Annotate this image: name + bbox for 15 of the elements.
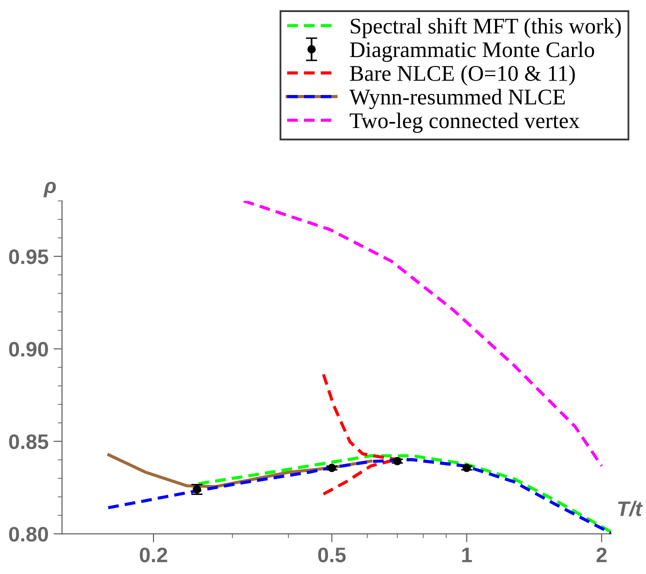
y-tick-label: 0.85 (9, 434, 48, 450)
legend-label: Bare NLCE (O=10 & 11) (350, 65, 575, 86)
x-tick-label: 2 (596, 548, 607, 562)
y-axis-title: ρ (43, 182, 56, 198)
legend-label: Two-leg connected vertex (350, 112, 580, 133)
x-tick-label: 0.5 (318, 548, 346, 562)
x-tick-label: 1 (462, 548, 472, 562)
x-axis-title: T/t (618, 500, 643, 516)
y-tick-label: 0.95 (9, 249, 48, 264)
legend-label: Spectral shift MFT (this work) (350, 18, 621, 38)
y-tick-label: 0.80 (9, 526, 48, 542)
x-tick-label: 0.2 (140, 548, 168, 562)
legend-label: Wynn-resummed NLCE (349, 88, 565, 110)
legend-label: Diagrammatic Monte Carlo (350, 42, 594, 62)
y-tick-label: 0.90 (9, 342, 48, 357)
